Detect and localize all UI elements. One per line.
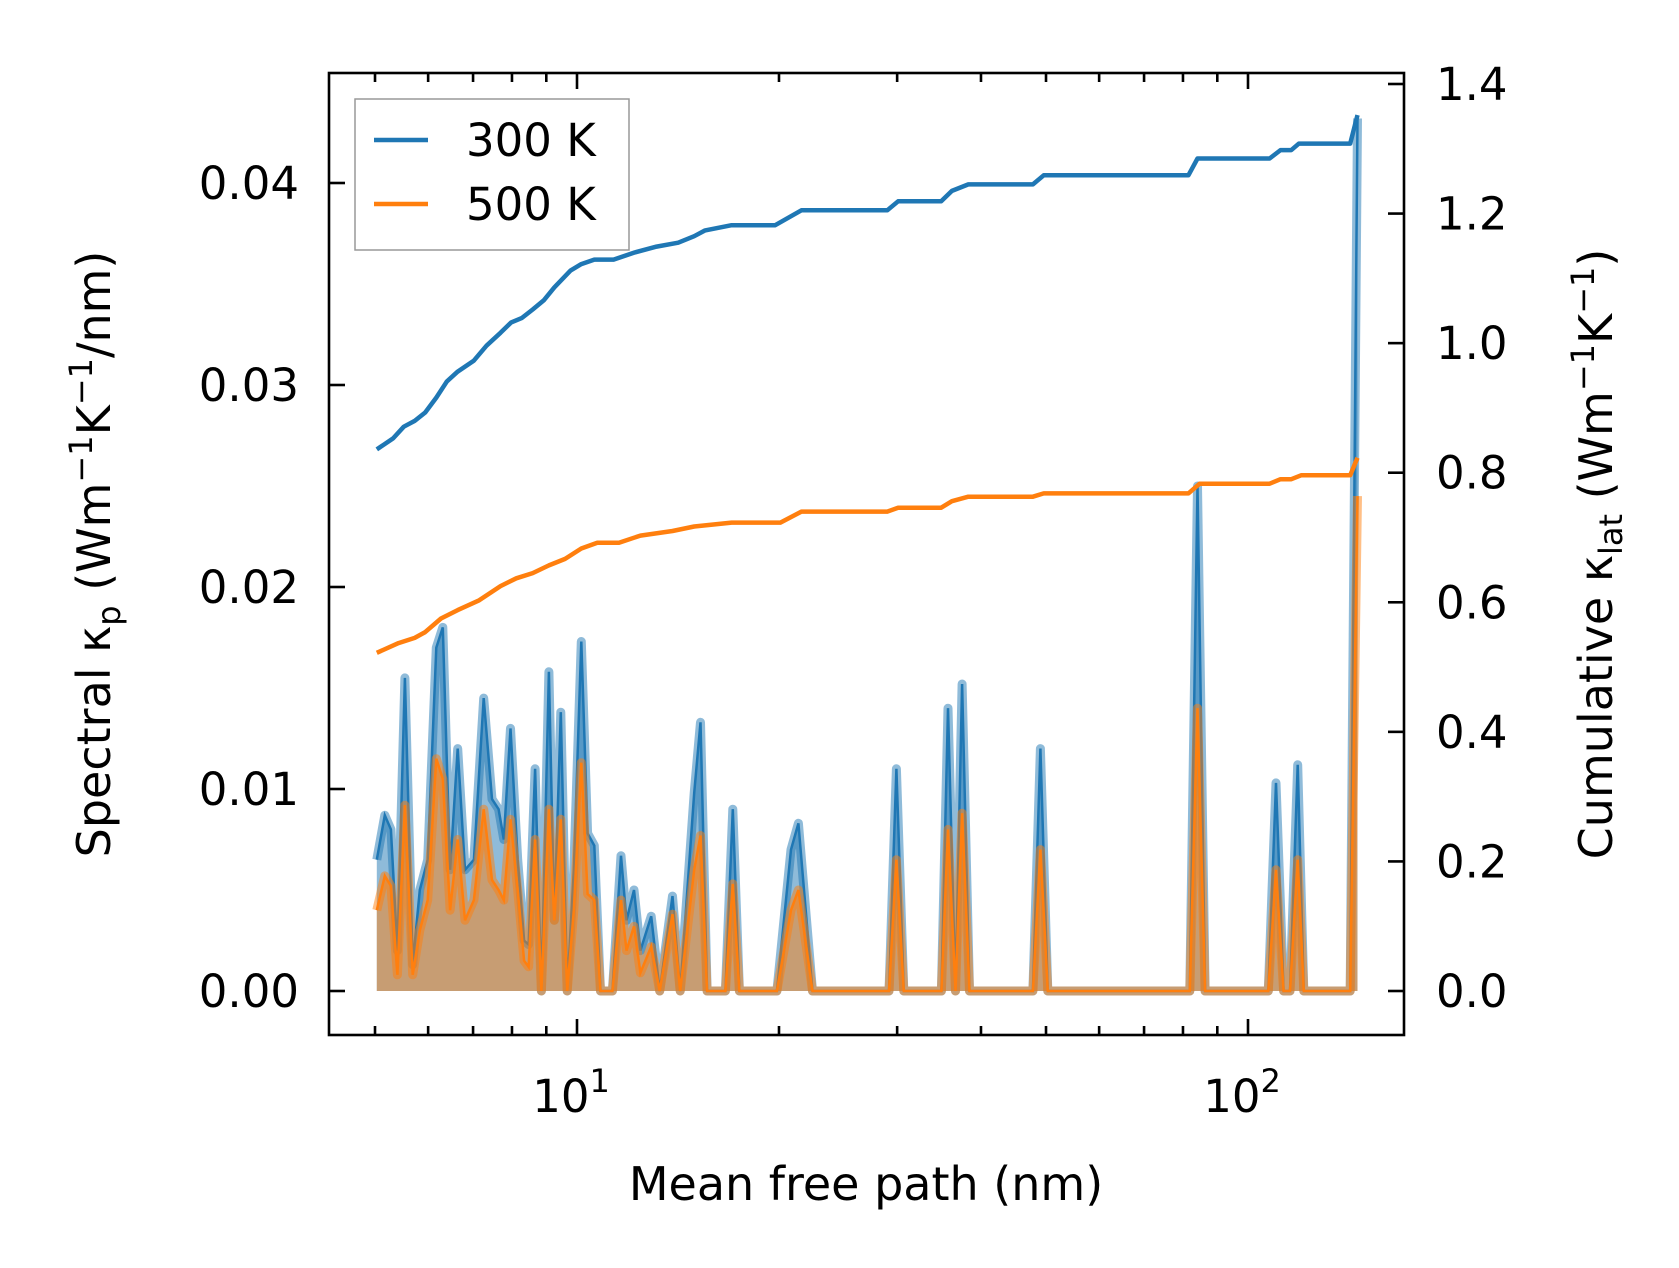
legend-label-300k: 300 K bbox=[466, 114, 597, 167]
y-right-tick-label: 1.0 bbox=[1436, 317, 1508, 370]
plot-marks bbox=[372, 114, 1362, 996]
legend-box bbox=[354, 98, 630, 251]
x-axis-label: Mean free path (nm) bbox=[629, 1157, 1103, 1211]
spectral-edge-500k bbox=[372, 496, 1362, 996]
y-right-tick-label: 0.8 bbox=[1436, 447, 1508, 500]
y-left-tick-label: 0.04 bbox=[199, 157, 299, 210]
spectral-line-500k bbox=[375, 496, 1359, 993]
y-right-tick-label: 1.4 bbox=[1436, 58, 1508, 111]
cumulative-line-500k bbox=[375, 456, 1360, 655]
y-left-tick-label: 0.02 bbox=[199, 561, 299, 614]
y-axis-label-left: Spectral κp (Wm−1K−1/nm) bbox=[62, 251, 128, 858]
x-tick-label: 101 bbox=[532, 1062, 610, 1123]
legend-label-500k: 500 K bbox=[466, 178, 597, 231]
cumulative-line-300k bbox=[375, 114, 1360, 452]
plot-frame bbox=[327, 71, 1406, 1037]
spectral-fill-500k bbox=[376, 496, 1358, 991]
y-right-tick-label: 0.0 bbox=[1436, 965, 1508, 1018]
y-right-tick-label: 1.2 bbox=[1436, 188, 1508, 241]
y-right-tick-label: 0.2 bbox=[1436, 835, 1508, 888]
y-left-tick-label: 0.00 bbox=[199, 965, 299, 1018]
y-left-tick-label: 0.01 bbox=[199, 763, 299, 816]
y-right-tick-label: 0.6 bbox=[1436, 576, 1508, 629]
axis-ticks: 101 102 0.00 0.01 0.02 0.03 0.04 0.0 0.2 0.4 0.6 0.… bbox=[199, 58, 1508, 1123]
spectral-line-300k bbox=[375, 118, 1359, 993]
y-right-tick-label: 0.4 bbox=[1436, 706, 1508, 759]
y-left-tick-label: 0.03 bbox=[199, 359, 299, 412]
x-tick-label: 102 bbox=[1203, 1062, 1281, 1123]
legend: 300 K 500 K bbox=[354, 98, 630, 251]
y-axis-label-right: Cumulative κlat (Wm−1K−1) bbox=[1564, 249, 1630, 860]
